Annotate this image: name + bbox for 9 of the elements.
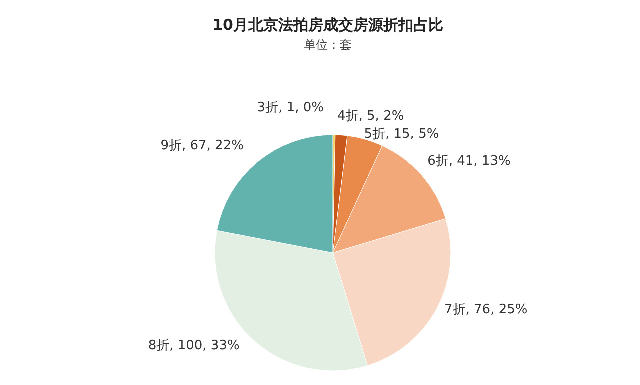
slice-label: 4折, 5, 2% xyxy=(338,108,404,124)
slice-label: 9折, 67, 22% xyxy=(160,138,244,154)
chart-title: 10月北京法拍房成交房源折扣占比 xyxy=(212,16,444,35)
slice-label: 3折, 1, 0% xyxy=(257,100,324,116)
slice-label: 6折, 41, 13% xyxy=(428,154,511,169)
slice-label: 8折, 100, 33% xyxy=(148,338,240,354)
chart-subtitle: 单位：套 xyxy=(303,37,353,54)
slice-label: 7折, 76, 25% xyxy=(444,302,528,318)
slice-label: 5折, 15, 5% xyxy=(364,126,440,142)
